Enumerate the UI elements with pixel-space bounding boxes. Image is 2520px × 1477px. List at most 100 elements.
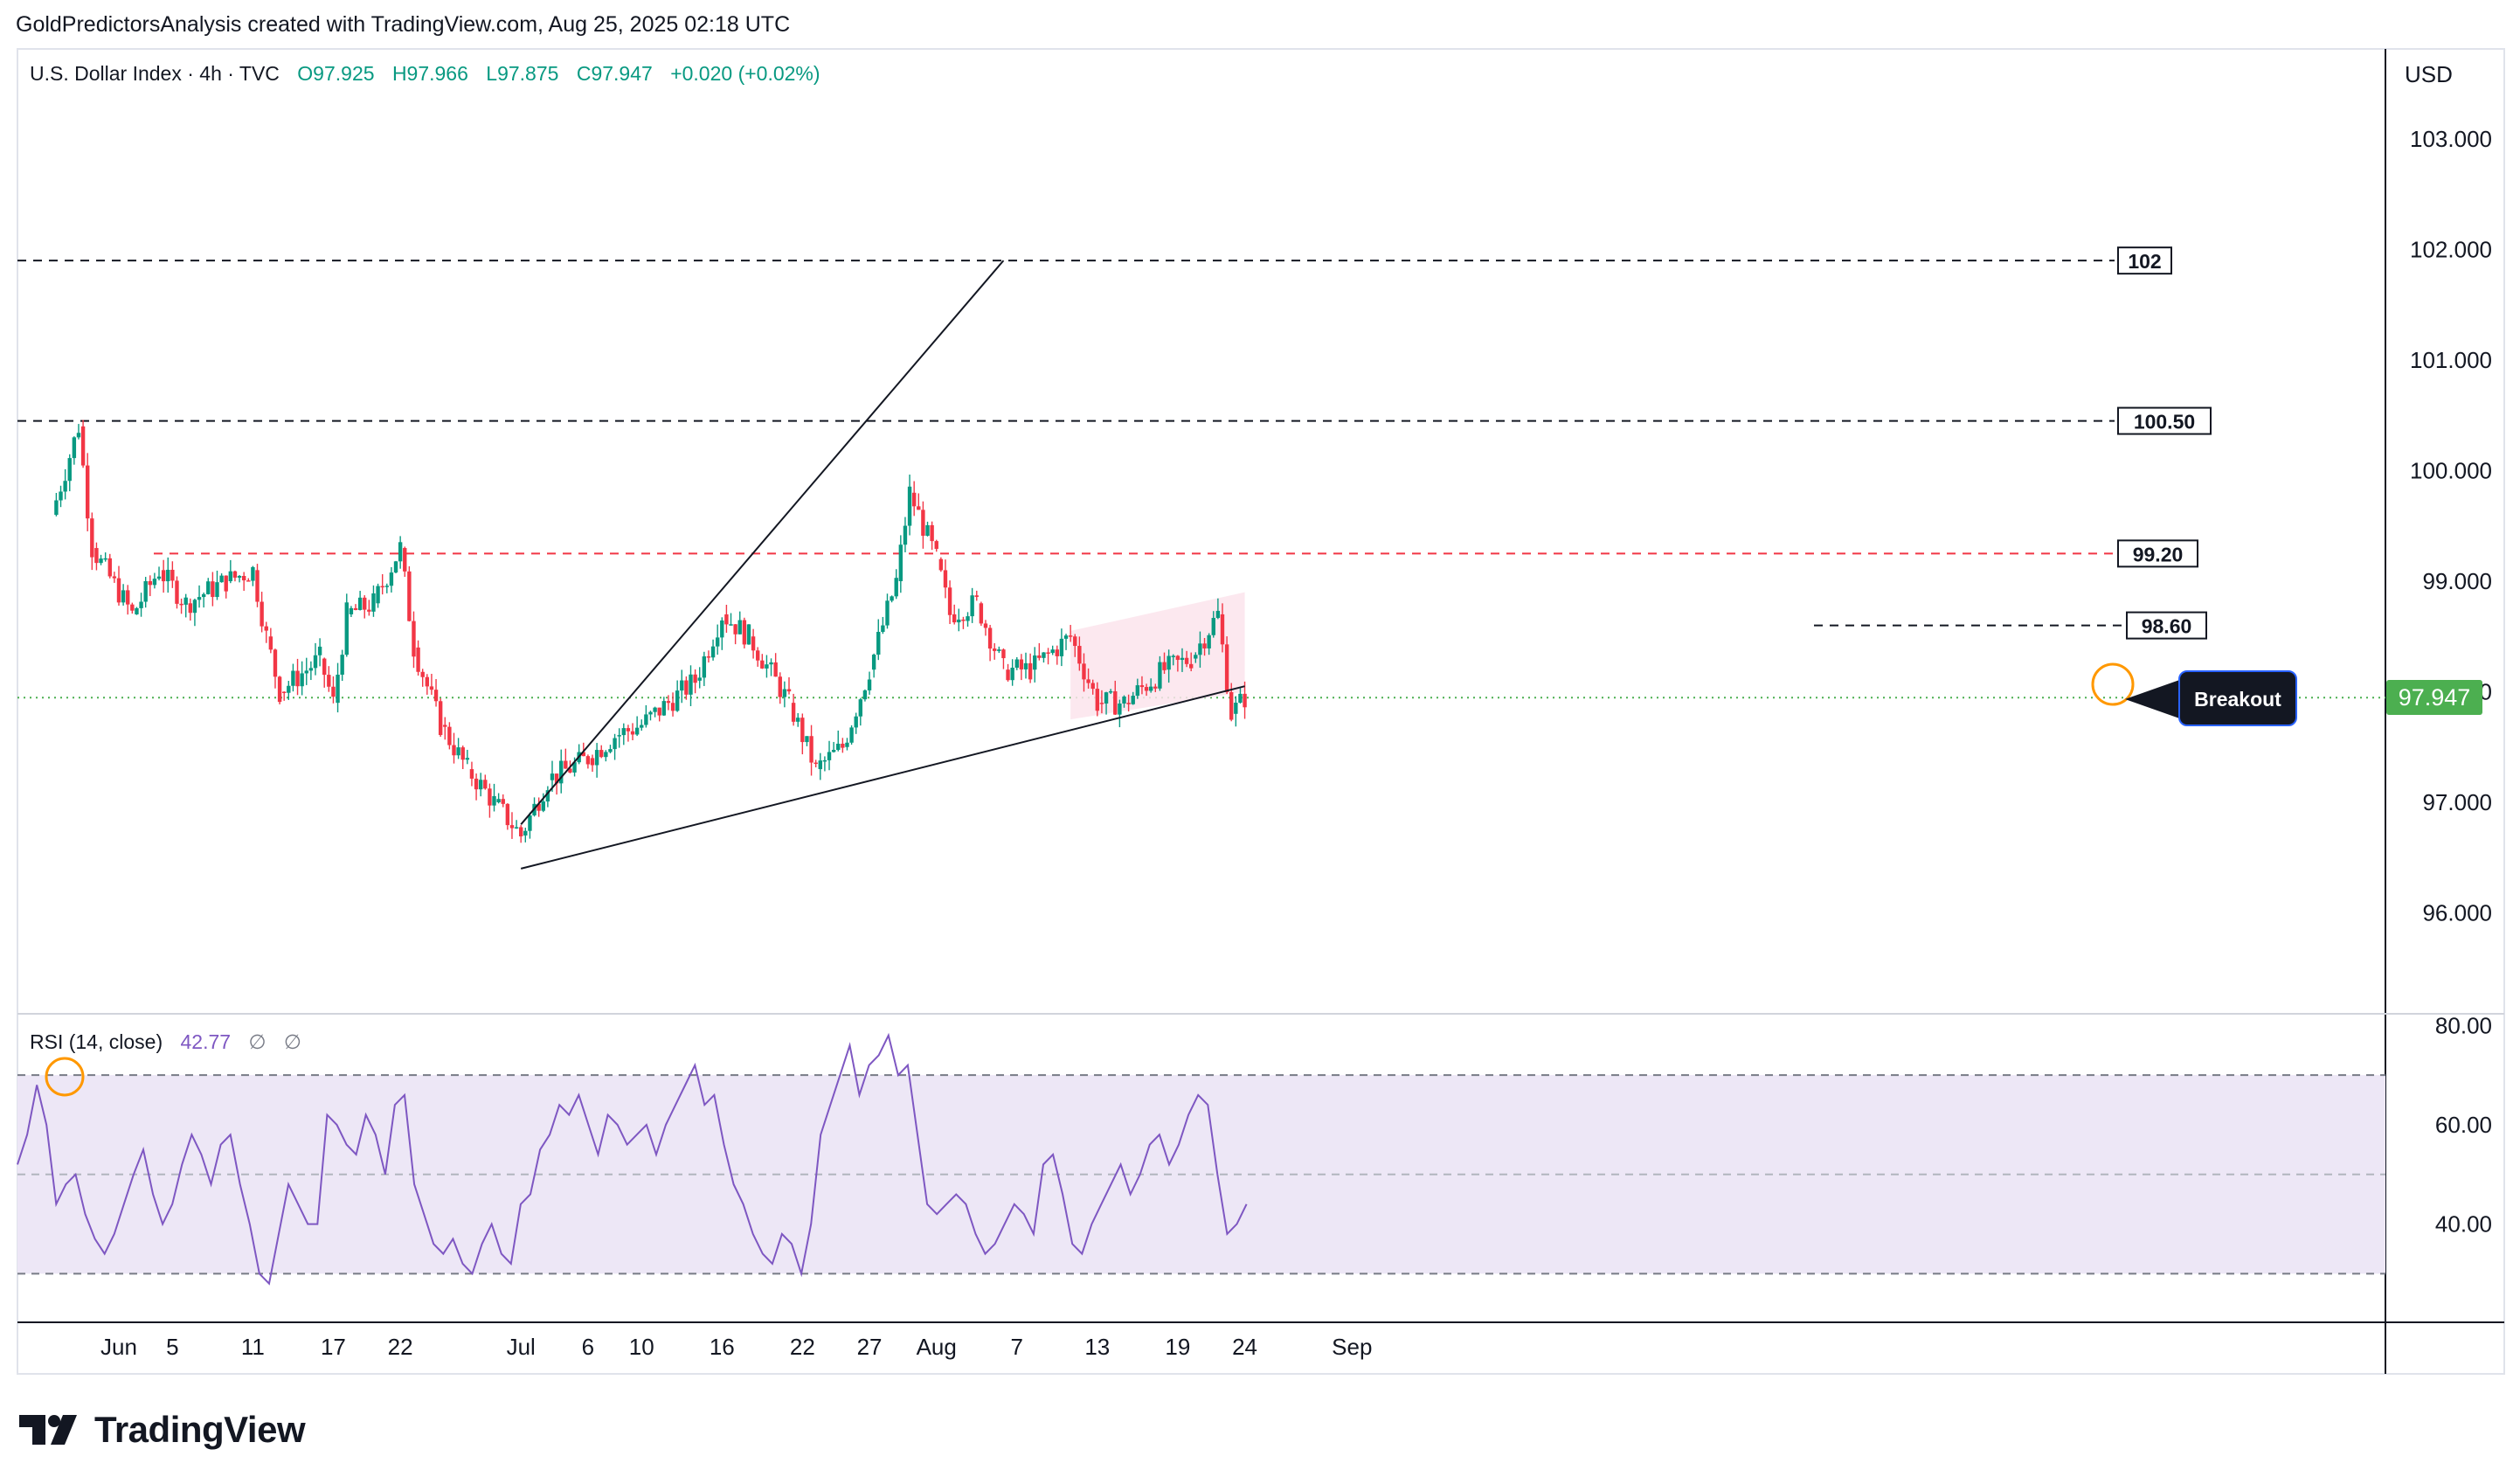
price-tick-label: 103.000 <box>2410 126 2492 152</box>
candle-body <box>590 758 595 766</box>
candle-body <box>447 726 452 745</box>
candle-body <box>273 649 278 677</box>
candle-body <box>831 749 836 752</box>
candle-body <box>786 689 792 692</box>
candle-body <box>1063 635 1069 639</box>
tradingview-logo[interactable]: TradingView <box>19 1409 306 1451</box>
rsi-legend: RSI (14, close) 42.77 ∅ ∅ <box>30 1030 301 1053</box>
candle-body <box>653 707 657 712</box>
candle-body <box>585 756 591 765</box>
candle-body <box>232 571 238 578</box>
candle-body <box>836 743 841 750</box>
breakout-highlight-circle <box>2091 662 2135 706</box>
candle-body <box>706 656 711 658</box>
candle-body <box>796 718 800 722</box>
candle-body <box>854 716 858 728</box>
candle-body <box>505 803 510 826</box>
candle-body <box>59 491 63 501</box>
candle-body <box>1006 669 1010 681</box>
candle-body <box>733 624 737 634</box>
candle-body <box>389 572 394 586</box>
candle-body <box>604 752 608 758</box>
candle-body <box>528 815 532 831</box>
trendline-2 <box>520 260 1005 825</box>
candle-body <box>407 571 412 621</box>
rsi-extra-2: ∅ <box>284 1030 301 1053</box>
candle-body <box>898 544 903 581</box>
candle-body <box>416 647 420 672</box>
candle-body <box>1207 634 1211 648</box>
candle-body <box>1042 652 1046 658</box>
candle-body <box>1082 663 1086 680</box>
ohlc-close: C97.947 <box>577 62 653 85</box>
candle-body <box>156 576 162 579</box>
candle-body <box>644 714 648 725</box>
candle-body <box>1175 655 1180 661</box>
candle-body <box>987 628 993 649</box>
candle-body <box>782 689 787 697</box>
candle-body <box>1229 691 1234 720</box>
candle-body <box>702 656 707 678</box>
candle-body <box>1194 655 1198 659</box>
candle-body <box>921 510 925 536</box>
candle-body <box>599 750 604 758</box>
candle-body <box>1001 649 1006 659</box>
candle-body <box>237 576 242 578</box>
time-tick-label: 17 <box>321 1334 346 1360</box>
candle-body <box>197 597 202 600</box>
candle-body <box>215 582 219 598</box>
candle-body <box>1023 662 1028 669</box>
candle-body <box>313 655 318 669</box>
candle-body <box>281 691 287 693</box>
candle-body <box>54 500 59 516</box>
candle-body <box>760 660 765 669</box>
candle-body <box>778 676 782 697</box>
candle-body <box>1131 696 1135 704</box>
candle-body <box>1238 693 1243 704</box>
candle-body <box>492 795 496 806</box>
candle-body <box>143 580 148 602</box>
candle-body <box>126 590 130 605</box>
candle-body <box>1099 703 1104 704</box>
candle-body <box>331 686 336 697</box>
candle-body <box>443 725 447 727</box>
time-tick-label: 22 <box>388 1334 413 1360</box>
candle-body <box>1095 689 1100 711</box>
candle-body <box>697 677 702 681</box>
candle-body <box>135 607 139 614</box>
candle-body <box>1010 667 1014 681</box>
candle-body <box>862 690 868 700</box>
ohlc-high: H97.966 <box>392 62 468 85</box>
candle-body <box>148 580 152 586</box>
candle-body <box>300 673 304 687</box>
candle-body <box>474 778 479 790</box>
time-tick-label: 11 <box>241 1334 265 1360</box>
candle-body <box>523 830 528 836</box>
candle-body <box>1077 646 1082 664</box>
ohlc-open: O97.925 <box>297 62 374 85</box>
candle-body <box>63 481 67 492</box>
candle-body <box>90 518 94 558</box>
chart-attribution: GoldPredictorsAnalysis created with Trad… <box>16 12 791 37</box>
candle-body <box>80 426 86 466</box>
candle-body <box>99 558 103 564</box>
candle-body <box>1180 657 1185 661</box>
level-box-99.20 <box>2117 539 2198 568</box>
currency-label: USD <box>2405 61 2453 87</box>
level-label-102: 102 <box>2128 250 2161 273</box>
pink-zone-layer <box>1070 592 1245 720</box>
rsi-tick-label: 80.00 <box>2435 1012 2492 1038</box>
tradingview-logo-text: TradingView <box>94 1409 306 1450</box>
candle-body <box>818 760 822 770</box>
candle-body <box>438 701 443 735</box>
candle-body <box>720 620 724 638</box>
candle-body <box>403 548 407 572</box>
candle-body <box>938 558 944 571</box>
candle-body <box>371 593 376 612</box>
candle-body <box>398 542 403 562</box>
candle-body <box>1086 679 1090 683</box>
time-tick-label: 10 <box>629 1334 654 1360</box>
candle-body <box>568 768 572 773</box>
time-tick-label: 7 <box>1011 1334 1023 1360</box>
